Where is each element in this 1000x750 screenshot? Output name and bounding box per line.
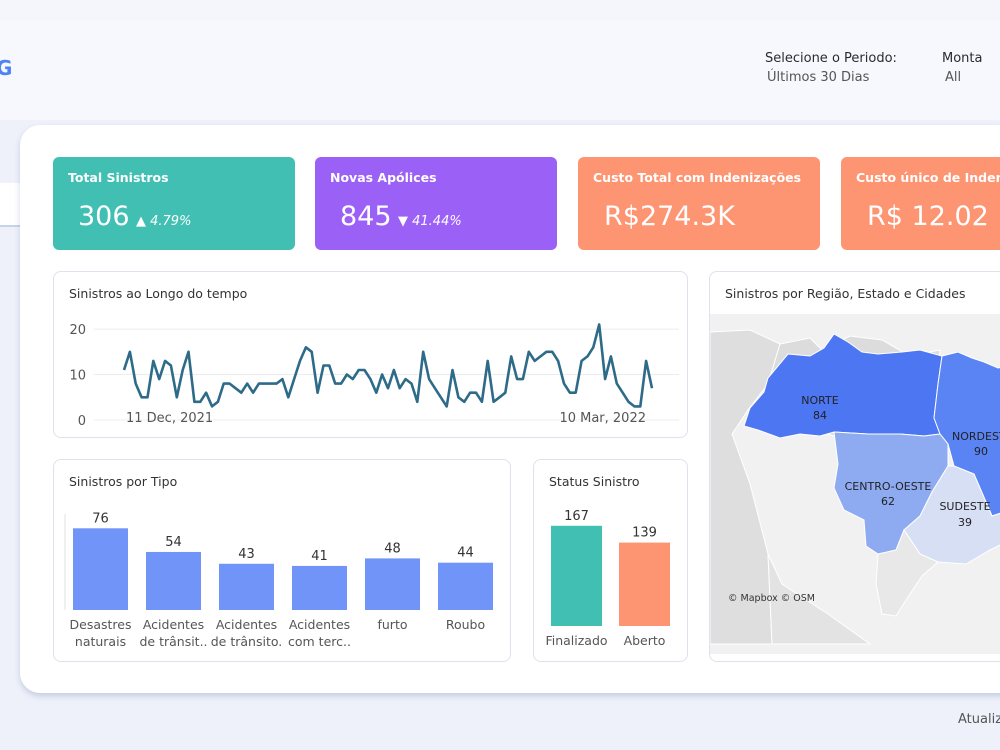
line-series-sinistros[interactable] (122, 323, 654, 408)
brazil-map[interactable]: NORTE 84 NORDESTE 90 CENTRO-OESTE 62 SUD… (710, 314, 1000, 654)
region-label-sudeste: SUDESTE (939, 500, 990, 513)
line-y-tick-label: 10 (69, 369, 86, 384)
kpi-total-sinistros[interactable]: Total Sinistros 306 ▲ 4.79% (53, 157, 295, 250)
bar-value-label: 43 (238, 547, 255, 562)
kpi-custo-total[interactable]: Custo Total com Indenizações R$274.3K (578, 157, 820, 250)
bar[interactable] (365, 558, 420, 610)
kpi-novas-apolices[interactable]: Novas Apólices 845 ▼ 41.44% (315, 157, 557, 250)
bar-category-label: Acidentes (289, 617, 350, 632)
neighbor-countries-south (767, 553, 872, 645)
kpi-title: Novas Apólices (330, 170, 437, 185)
line-x-tick-label: 11 Dec, 2021 (126, 411, 213, 426)
bar-value-label: 76 (92, 511, 109, 526)
kpi-delta: ▼ 41.44% (398, 214, 462, 229)
line-y-tick-label: 20 (69, 323, 86, 338)
kpi-value: R$274.3K (604, 201, 735, 232)
kpi-delta: ▲ 4.79% (136, 214, 192, 229)
type-chart-card: Sinistros por Tipo 76 Desastres naturais 54… (53, 459, 511, 662)
bar[interactable] (146, 551, 201, 610)
map-attribution: © Mapbox © OSM (728, 593, 815, 604)
line-chart-title: Sinistros ao Longo do tempo (69, 286, 248, 301)
kpi-custo-unico[interactable]: Custo único de Indenizaç R$ 12.02 (841, 157, 1000, 250)
bar-category-label: Acidentes (216, 617, 277, 632)
kpi-title: Total Sinistros (68, 170, 169, 185)
bar-category-label: de trânsito. (211, 634, 283, 649)
map-region-sul[interactable] (875, 528, 939, 617)
region-label-norte: NORTE (801, 394, 838, 407)
line-x-tick-label: 10 Mar, 2022 (559, 411, 646, 426)
neighbor-countries-west (710, 329, 781, 645)
line-chart[interactable]: 0 10 20 11 Dec, 2021 10 Mar, 2022 (54, 272, 687, 437)
bar-category-label: Aberto (624, 633, 666, 648)
line-y-tick-label: 0 (78, 414, 86, 429)
second-filter-select[interactable]: All (945, 70, 962, 85)
region-value-sudeste: 39 (958, 516, 972, 529)
status-chart-card: Status Sinistro 167 Finalizado 139 Aberto (533, 459, 688, 662)
region-value-nordeste: 90 (974, 445, 988, 458)
bar-value-label: 48 (384, 541, 401, 556)
bar-value-label: 139 (632, 526, 657, 541)
line-chart-card: Sinistros ao Longo do tempo 0 10 20 11 Dec,… (53, 271, 688, 438)
status-bar-chart[interactable]: 167 Finalizado 139 Aberto (534, 460, 687, 661)
period-filter-select[interactable]: Últimos 30 Dias (767, 70, 870, 85)
bar-category-label: furto (377, 617, 407, 632)
map-card: Sinistros por Região, Estado e Cidades N… (709, 271, 1000, 662)
footer-updated-label: Atualiz (958, 712, 1000, 727)
bar[interactable] (219, 563, 274, 610)
bar-category-label: naturais (75, 634, 126, 649)
bar[interactable] (292, 565, 347, 610)
bar-value-label: 41 (311, 549, 328, 564)
bar-value-label: 54 (165, 535, 182, 550)
bar[interactable] (619, 542, 670, 626)
type-bar-chart[interactable]: 76 Desastres naturais 54 Acidentes de trânsit… (54, 460, 510, 661)
map-title: Sinistros por Região, Estado e Cidades (725, 286, 966, 301)
period-filter-label: Selecione o Periodo: (765, 51, 897, 66)
bar-category-label: Acidentes (143, 617, 204, 632)
bar[interactable] (551, 525, 602, 626)
dashboard-panel: Total Sinistros 306 ▲ 4.79% Novas Apólic… (20, 125, 1000, 693)
kpi-title: Custo Total com Indenizações (593, 170, 802, 185)
header-area (0, 20, 1000, 120)
region-label-nordeste: NORDESTE (952, 430, 1000, 443)
region-value-centro-oeste: 62 (881, 495, 895, 508)
kpi-value: R$ 12.02 (867, 201, 989, 232)
bar-category-label: Finalizado (545, 633, 607, 648)
status-chart-title: Status Sinistro (549, 474, 640, 489)
top-band (0, 0, 1000, 20)
kpi-value: 306 (78, 201, 130, 232)
bar-category-label: com terc.. (288, 634, 351, 649)
region-label-centro-oeste: CENTRO-OESTE (845, 480, 932, 493)
type-chart-title: Sinistros por Tipo (69, 474, 178, 489)
bar-value-label: 44 (457, 546, 474, 561)
bar-category-label: Desastres (70, 617, 132, 632)
bar-category-label: de trânsit.. (139, 634, 207, 649)
bar[interactable] (438, 562, 493, 610)
kpi-title: Custo único de Indenizaç (856, 170, 1000, 185)
bar[interactable] (73, 528, 128, 610)
bar-value-label: 167 (564, 509, 589, 524)
second-filter-label: Monta (942, 51, 983, 66)
logo: G (0, 56, 13, 80)
region-value-norte: 84 (813, 409, 827, 422)
kpi-value: 845 (340, 201, 392, 232)
bar-category-label: Roubo (446, 617, 485, 632)
